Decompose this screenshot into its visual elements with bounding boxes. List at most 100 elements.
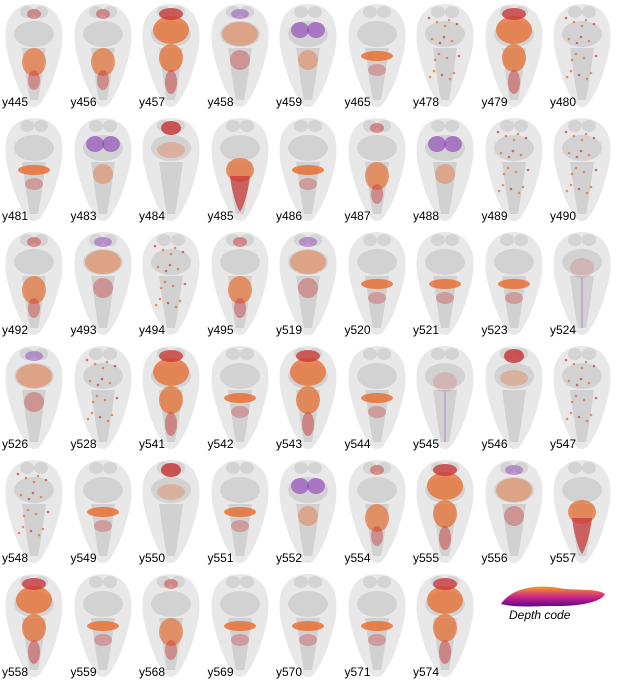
brain-image — [210, 346, 269, 449]
panel-label: y521 — [413, 323, 440, 337]
brain-panel: y544 — [343, 342, 411, 456]
panel-label: y551 — [207, 551, 234, 565]
brain-panel: y574 — [411, 570, 479, 684]
brain-image — [210, 574, 269, 677]
brain-panel: y485 — [206, 114, 274, 228]
brain-image — [5, 346, 63, 449]
brain-panel: y528 — [69, 342, 137, 456]
brain-panel: y548 — [0, 456, 68, 570]
panel-label: y570 — [276, 665, 303, 679]
panel-label: y523 — [481, 323, 508, 337]
brain-panel: y490 — [548, 114, 616, 228]
brain-panel: y519 — [274, 228, 342, 342]
brain-panel: y492 — [0, 228, 68, 342]
panel-label: y526 — [2, 437, 29, 451]
brain-image — [210, 4, 269, 107]
brain-image — [279, 574, 337, 677]
panel-label: y543 — [276, 437, 303, 451]
brain-image — [5, 118, 63, 221]
brain-image — [279, 346, 337, 449]
panel-label: y520 — [344, 323, 371, 337]
brain-panel: y495 — [206, 228, 274, 342]
brain-panel: y526 — [0, 342, 68, 456]
brain-image — [484, 460, 543, 563]
panel-label: y569 — [207, 665, 234, 679]
brain-panel: y493 — [69, 228, 137, 342]
brain-image — [279, 460, 337, 563]
panel-label: y559 — [70, 665, 97, 679]
brain-image — [553, 232, 611, 335]
panel-label: y495 — [207, 323, 234, 337]
brain-image — [347, 346, 406, 449]
brain-image — [279, 4, 337, 107]
brain-panel: y556 — [480, 456, 548, 570]
brain-image — [73, 346, 132, 449]
panel-label: y554 — [344, 551, 371, 565]
panel-label: y555 — [413, 551, 440, 565]
brain-image — [416, 232, 474, 335]
brain-panel: y547 — [548, 342, 616, 456]
brain-panel: y524 — [548, 228, 616, 342]
brain-image — [484, 346, 543, 449]
brain-image — [210, 460, 269, 563]
brain-image — [73, 574, 132, 677]
brain-panel: y569 — [206, 570, 274, 684]
brain-panel: y458 — [206, 0, 274, 114]
panel-label: y481 — [2, 209, 29, 223]
brain-image — [5, 460, 63, 563]
brain-panel: y459 — [274, 0, 342, 114]
brain-panel: y465 — [343, 0, 411, 114]
brain-panel: y489 — [480, 114, 548, 228]
panel-label: y478 — [413, 95, 440, 109]
brain-image — [142, 460, 200, 563]
brain-image — [416, 460, 474, 563]
panel-label: y524 — [550, 323, 577, 337]
brain-image — [347, 460, 406, 563]
brain-panel: y543 — [274, 342, 342, 456]
brain-panel: y523 — [480, 228, 548, 342]
brain-image — [416, 574, 474, 677]
brain-panel: y521 — [411, 228, 479, 342]
brain-image — [142, 346, 200, 449]
brain-panel: y478 — [411, 0, 479, 114]
brain-image — [484, 232, 543, 335]
brain-image — [73, 460, 132, 563]
panel-label: y480 — [550, 95, 577, 109]
brain-panel: y541 — [137, 342, 205, 456]
brain-panel: y457 — [137, 0, 205, 114]
brain-panel: y487 — [343, 114, 411, 228]
brain-image — [347, 232, 406, 335]
panel-label: y485 — [207, 209, 234, 223]
panel-label: y568 — [139, 665, 166, 679]
brain-panel: y568 — [137, 570, 205, 684]
panel-label: y550 — [139, 551, 166, 565]
brain-panel: y542 — [206, 342, 274, 456]
panel-label: y552 — [276, 551, 303, 565]
panel-label: y488 — [413, 209, 440, 223]
brain-panel: y486 — [274, 114, 342, 228]
brain-panel: y554 — [343, 456, 411, 570]
panel-label: y484 — [139, 209, 166, 223]
brain-panel: y480 — [548, 0, 616, 114]
brain-panel: y545 — [411, 342, 479, 456]
brain-image — [553, 4, 611, 107]
panel-label: y519 — [276, 323, 303, 337]
brain-panel: y445 — [0, 0, 68, 114]
brain-panel: y552 — [274, 456, 342, 570]
brain-panel: y546 — [480, 342, 548, 456]
brain-panel: y484 — [137, 114, 205, 228]
panel-label: y546 — [481, 437, 508, 451]
brain-panel: y570 — [274, 570, 342, 684]
brain-image — [5, 574, 63, 677]
panel-label: y574 — [413, 665, 440, 679]
brain-image — [142, 4, 200, 107]
brain-panel: y494 — [137, 228, 205, 342]
brain-panel: y520 — [343, 228, 411, 342]
panel-label: y457 — [139, 95, 166, 109]
brain-image — [416, 4, 474, 107]
brain-panel: y559 — [69, 570, 137, 684]
depth-code-label: Depth code — [509, 608, 571, 622]
brain-panel: y479 — [480, 0, 548, 114]
brain-panel: y488 — [411, 114, 479, 228]
